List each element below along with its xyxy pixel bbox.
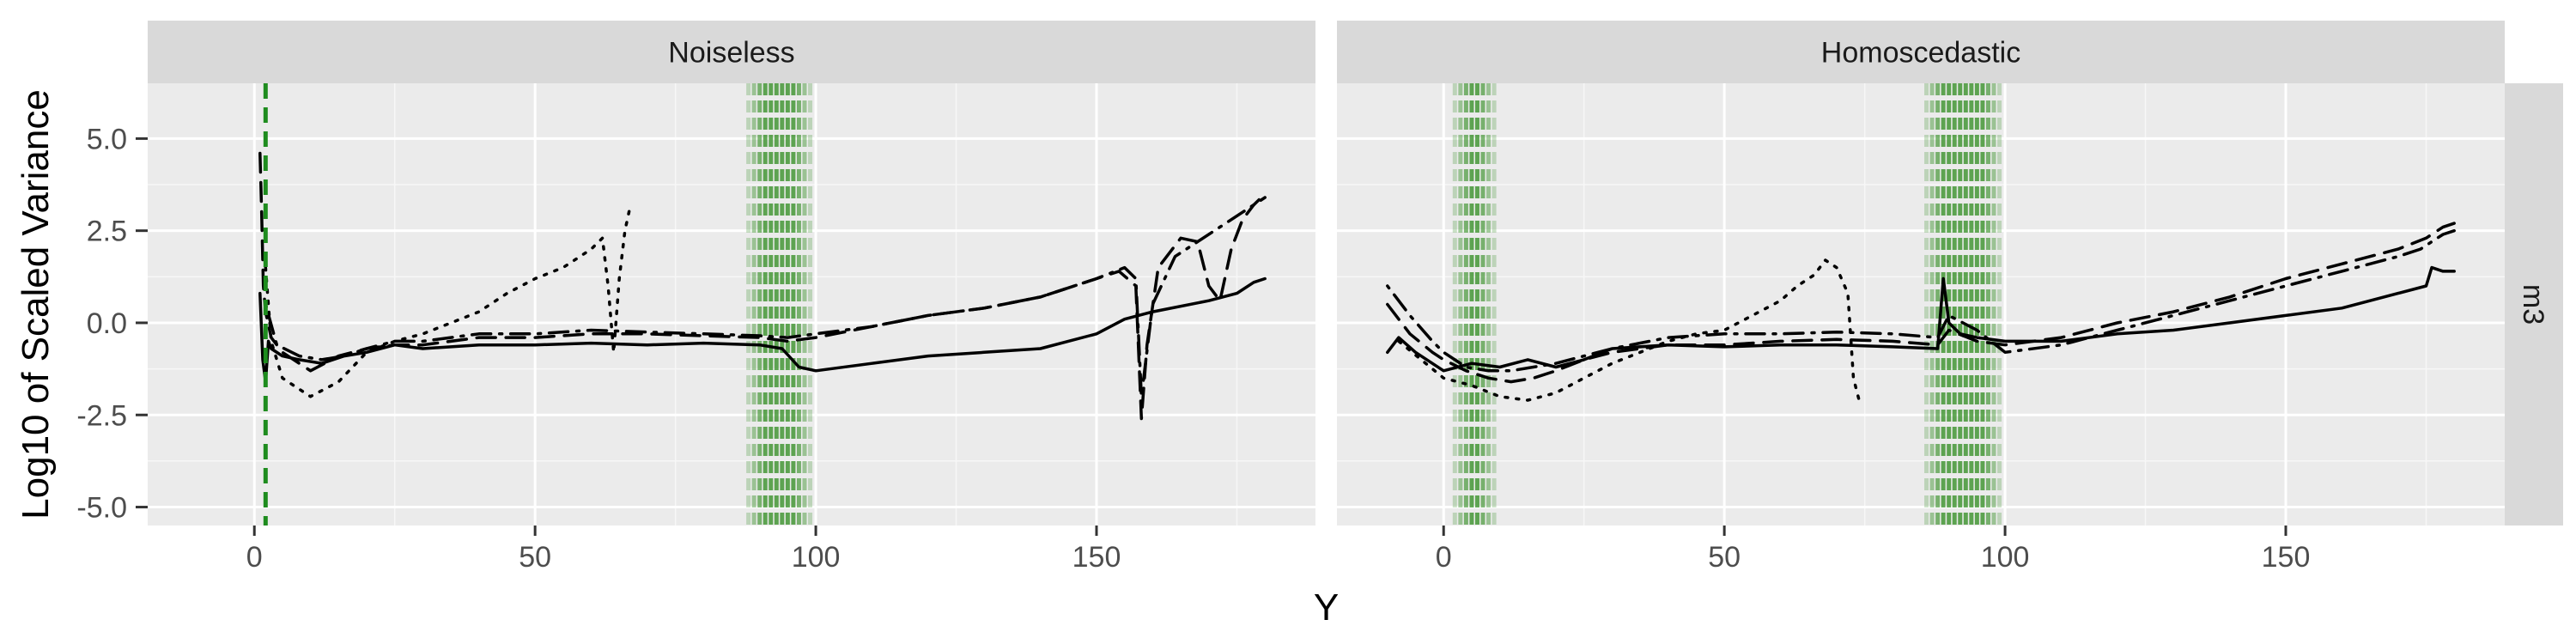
series-line-dashed <box>1386 222 2456 384</box>
panel-homoscedastic: Homoscedastic 0 50 100 150 <box>1337 21 2505 574</box>
series-line-solid <box>258 276 1267 384</box>
panel-background <box>148 83 1315 526</box>
y-tick-label: 0.0 <box>87 307 127 340</box>
x-tick-label: 50 <box>1708 541 1741 574</box>
x-axis-title: Y <box>1314 586 1339 629</box>
x-tick-label: 0 <box>1436 541 1452 574</box>
x-tick-label: 50 <box>519 541 551 574</box>
x-tick-label: 100 <box>1981 541 2030 574</box>
series-group <box>1386 222 2456 402</box>
y-tick-label: 2.5 <box>87 216 127 248</box>
x-tick-label: 0 <box>246 541 263 574</box>
panel-title: Homoscedastic <box>1821 37 2020 70</box>
series-line-dotdash <box>264 196 1267 398</box>
x-tick-label: 100 <box>792 541 841 574</box>
highlight-band <box>1452 83 1497 526</box>
y-tick-label: -2.5 <box>76 399 127 432</box>
panel-noiseless: Noiseless 0 50 100 150 <box>148 21 1315 574</box>
y-tick-label: -5.0 <box>76 492 127 525</box>
series-line-dotdash <box>1386 228 2456 373</box>
panel-strip <box>148 21 1315 83</box>
row-strip <box>2505 83 2563 526</box>
y-tick-label: 5.0 <box>87 123 127 155</box>
panel-background <box>1337 83 2505 526</box>
highlight-band <box>1924 83 2002 526</box>
y-axis-title: Log10 of Scaled Variance <box>15 89 57 519</box>
panel-title: Noiseless <box>668 37 794 70</box>
series-group <box>258 151 1267 421</box>
highlight-band <box>746 83 813 526</box>
x-tick-label: 150 <box>1072 541 1121 574</box>
row-strip-label: m3 <box>2517 284 2549 325</box>
panel-strip <box>1337 21 2505 83</box>
x-tick-label: 150 <box>2262 541 2311 574</box>
series-line-solid <box>1386 265 2456 373</box>
